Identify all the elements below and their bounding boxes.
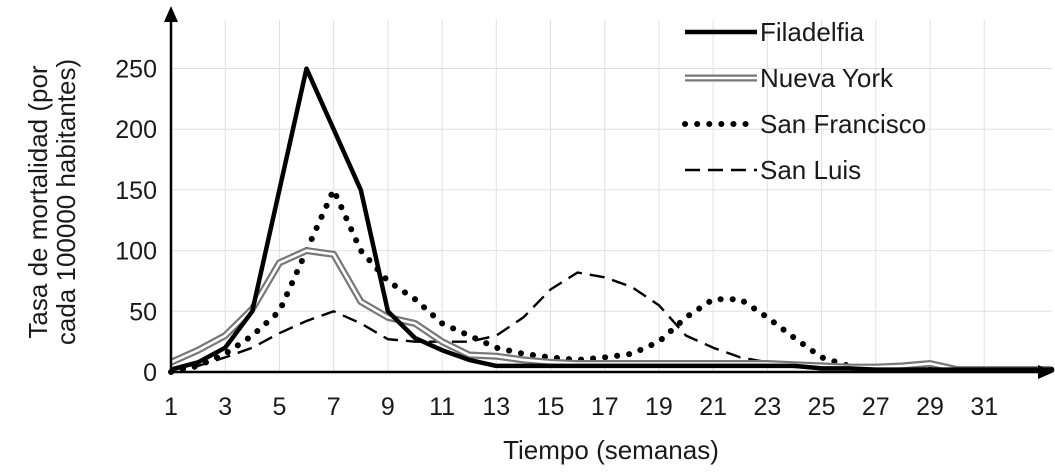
x-tick-label: 13: [482, 393, 510, 421]
x-axis-arrowhead: [1038, 365, 1054, 379]
legend-label-nueva-york: Nueva York: [760, 63, 894, 93]
y-axis-title: Tasa de mortalidad (por cada 100000 habi…: [23, 59, 81, 345]
x-tick-label: 21: [699, 393, 727, 421]
legend-item-san-francisco: San Francisco: [682, 109, 926, 139]
y-axis-title-line-1: Tasa de mortalidad (por: [23, 65, 53, 338]
x-tick-label: 3: [218, 393, 232, 421]
legend-label-san-francisco: San Francisco: [760, 109, 926, 139]
x-tick-label: 17: [591, 393, 619, 421]
x-tick-label: 19: [645, 393, 673, 421]
y-tick-label: 0: [143, 359, 157, 387]
x-tick-label: 5: [272, 393, 286, 421]
series-san-luis: [170, 271, 1052, 371]
y-tick-label: 50: [129, 298, 157, 326]
series-line-filadelfia: [170, 66, 1052, 372]
x-tick-label: 15: [537, 393, 565, 421]
x-tick-label: 11: [429, 393, 455, 421]
y-tick-label: 250: [115, 56, 157, 84]
legend-item-san-luis: San Luis: [685, 155, 861, 185]
y-tick-label: 150: [115, 177, 157, 205]
axes-layer: [164, 6, 1054, 379]
x-tick-label: 31: [970, 393, 998, 421]
legend: Filadelfia Nueva York San Francisco San Lui…: [682, 17, 926, 185]
y-axis-arrowhead: [164, 6, 178, 22]
grid-layer: [171, 20, 1052, 372]
series-san-francisco: [168, 186, 1055, 375]
x-tick-label: 7: [327, 393, 341, 421]
legend-item-filadelfia: Filadelfia: [685, 17, 865, 47]
series-line-nueva-york: [169, 247, 1052, 374]
x-tick-label: 1: [164, 393, 178, 421]
series-filadelfia: [170, 66, 1052, 372]
y-axis-title-line-2: cada 100000 habitantes): [51, 59, 81, 345]
x-tick-label: 29: [916, 393, 944, 421]
legend-label-filadelfia: Filadelfia: [760, 17, 865, 47]
series-line-san-francisco: [168, 186, 1055, 375]
series-nueva-york: [169, 247, 1052, 374]
series-line-san-luis: [170, 271, 1052, 371]
y-tick-label: 100: [115, 238, 157, 266]
x-axis-title: Tiempo (semanas): [503, 435, 719, 465]
x-tick-label: 9: [381, 393, 395, 421]
x-tick-label: 23: [753, 393, 781, 421]
x-tick-label: 25: [808, 393, 836, 421]
series-layer: [168, 66, 1055, 375]
legend-label-san-luis: San Luis: [760, 155, 861, 185]
y-tick-label: 200: [115, 116, 157, 144]
series-line-nueva-york-inner: [170, 249, 1052, 371]
legend-item-nueva-york: Nueva York: [685, 63, 894, 93]
x-tick-label: 27: [862, 393, 890, 421]
